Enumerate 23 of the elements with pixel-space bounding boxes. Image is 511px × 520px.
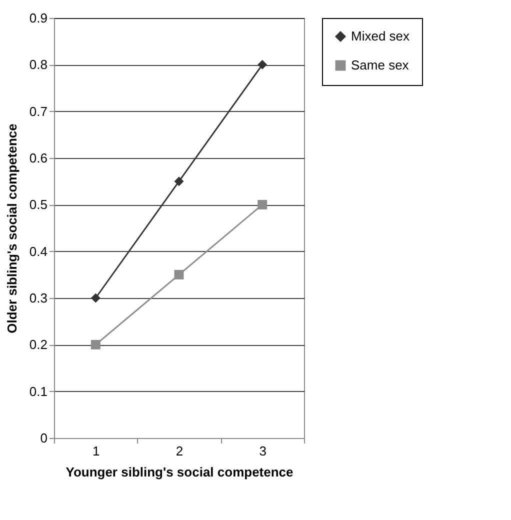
point [174,176,184,186]
y-tick-label: 0.9 [29,10,48,26]
x-tick-label: 3 [259,444,266,458]
y-tick-label: 0.7 [29,104,48,119]
point [258,200,268,210]
y-tick-label: 0 [40,430,48,446]
y-tick-label: 0.3 [29,290,48,306]
y-tick-label: 0.1 [29,384,48,399]
legend-label: Mixed sex [351,28,410,44]
legend-label: Same sex [351,58,410,72]
y-tick-label: 0.6 [29,150,48,166]
y-tick-label: 0.2 [29,337,48,352]
point [258,60,268,70]
x-axis-title: Younger sibling's social competence [66,464,294,480]
x-tick-label: 1 [92,444,100,458]
point [90,340,100,350]
y-axis-title: Older sibling's social competence [4,124,20,334]
point [90,293,100,303]
y-tick-label: 0.8 [29,57,48,72]
y-tick-label: 0.4 [29,244,48,259]
x-tick-label: 2 [176,444,184,458]
y-tick-label: 0.5 [29,197,48,212]
point [174,270,184,280]
